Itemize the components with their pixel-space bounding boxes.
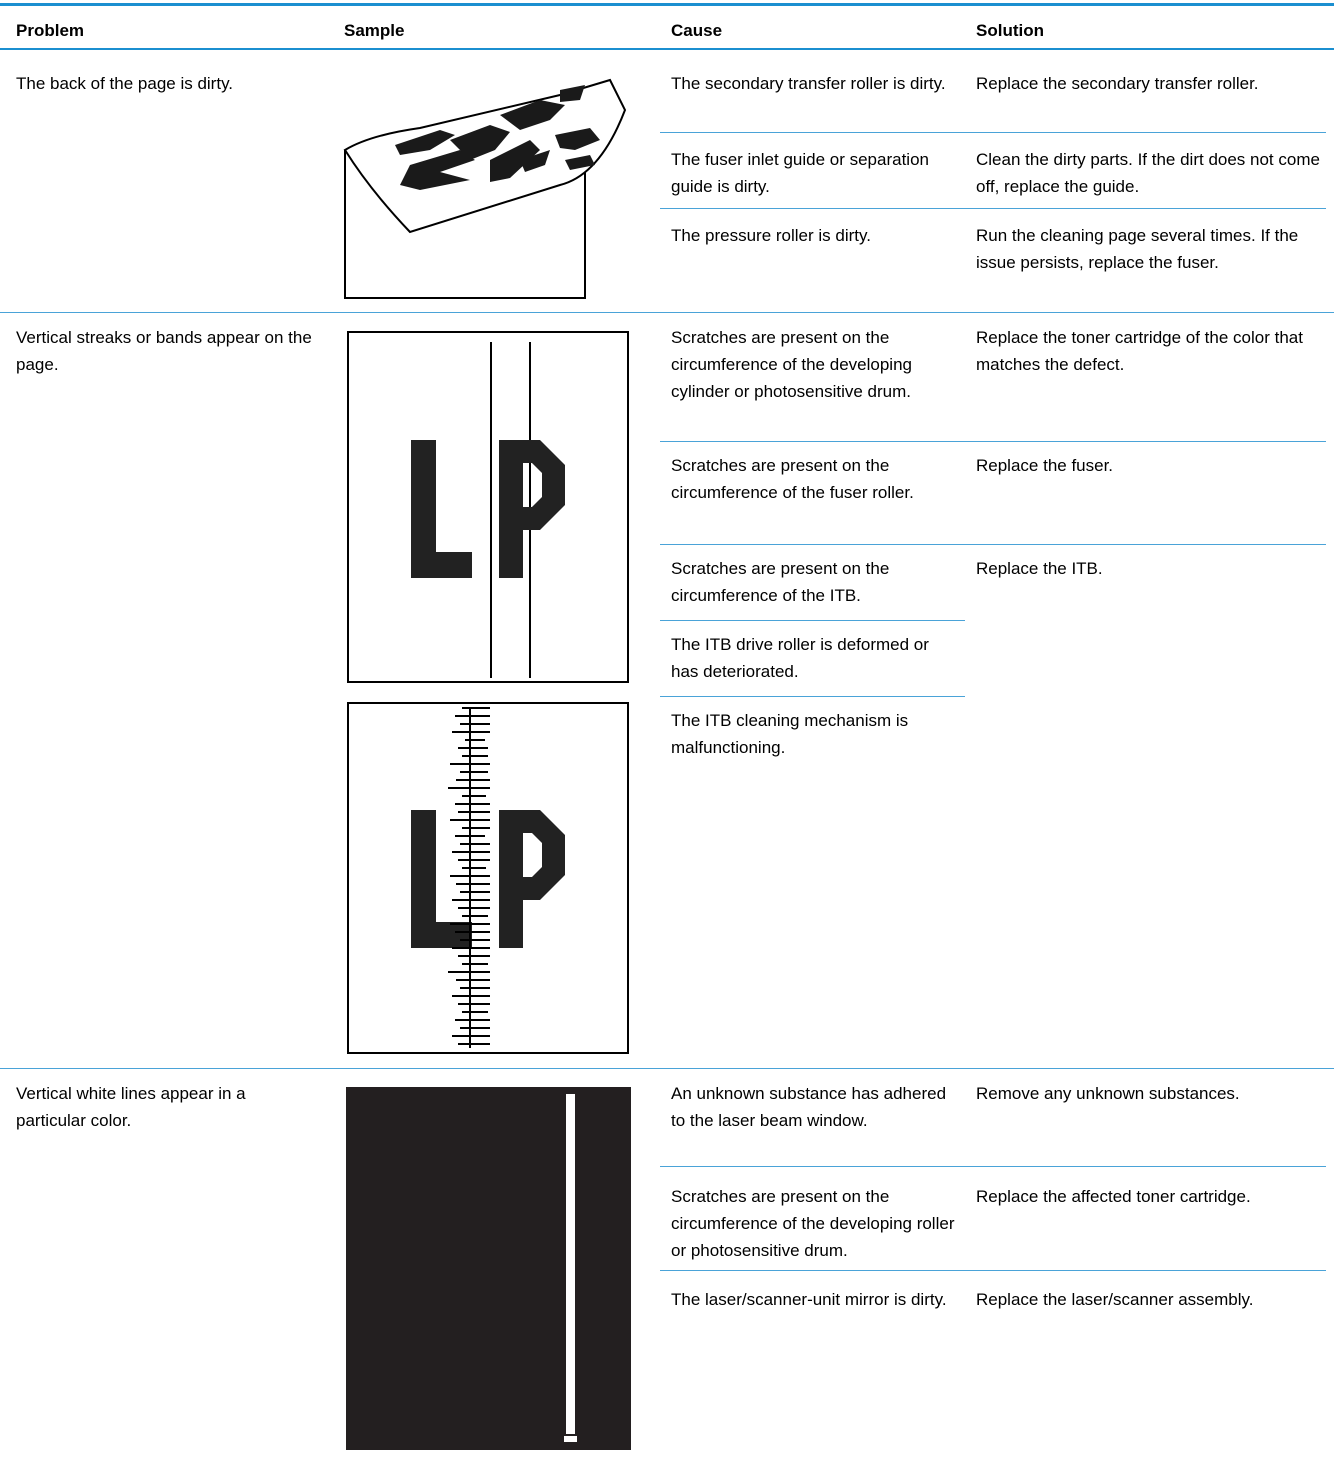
cause: The fuser inlet guide or separation guid… [671, 150, 929, 196]
solution: Run the cleaning page several times. If … [976, 226, 1299, 272]
cause: Scratches are present on the circumferen… [671, 559, 890, 605]
header-cell: Problem [16, 21, 85, 40]
problem: Vertical white lines appear in a particu… [16, 1084, 246, 1130]
sample-bands [347, 702, 629, 1054]
rule [660, 544, 1326, 545]
problem: The back of the page is dirty. [16, 74, 234, 93]
rule [660, 1166, 1326, 1167]
header-cell: Solution [976, 21, 1044, 40]
rule [660, 696, 965, 697]
sample-streaks [347, 331, 629, 683]
solution: Replace the toner cartridge of the color… [976, 328, 1303, 374]
header-cell: Sample [344, 21, 405, 40]
rule [660, 1270, 1326, 1271]
cause: The laser/scanner-unit mirror is dirty. [671, 1290, 947, 1309]
sample-dirty-back [343, 78, 627, 299]
cause: The ITB drive roller is deformed or has … [671, 635, 929, 681]
rule [0, 48, 1334, 50]
cause: An unknown substance has adhered to the … [671, 1084, 947, 1130]
header-cell: Cause [671, 21, 723, 40]
solution: Replace the secondary transfer roller. [976, 74, 1259, 93]
rule [0, 3, 1334, 6]
solution: Replace the laser/scanner assembly. [976, 1290, 1254, 1309]
cause: Scratches are present on the circumferen… [671, 1187, 955, 1260]
cause: The ITB cleaning mechanism is malfunctio… [671, 711, 909, 757]
cause: The secondary transfer roller is dirty. [671, 74, 946, 93]
rule [660, 132, 1326, 133]
sample-white-line [346, 1087, 631, 1450]
solution: Replace the ITB. [976, 559, 1103, 578]
rule [660, 441, 1326, 442]
rule [660, 620, 965, 621]
rule [660, 208, 1326, 209]
cause: Scratches are present on the circumferen… [671, 456, 914, 502]
cause: Scratches are present on the circumferen… [671, 328, 912, 401]
rule [0, 312, 1334, 313]
rule [0, 1068, 1334, 1069]
solution: Replace the fuser. [976, 456, 1114, 475]
solution: Remove any unknown substances. [976, 1084, 1240, 1103]
cause: The pressure roller is dirty. [671, 226, 871, 245]
solution: Replace the affected toner cartridge. [976, 1187, 1251, 1206]
problem: Vertical streaks or bands appear on the … [16, 328, 312, 374]
solution: Clean the dirty parts. If the dirt does … [976, 150, 1320, 196]
